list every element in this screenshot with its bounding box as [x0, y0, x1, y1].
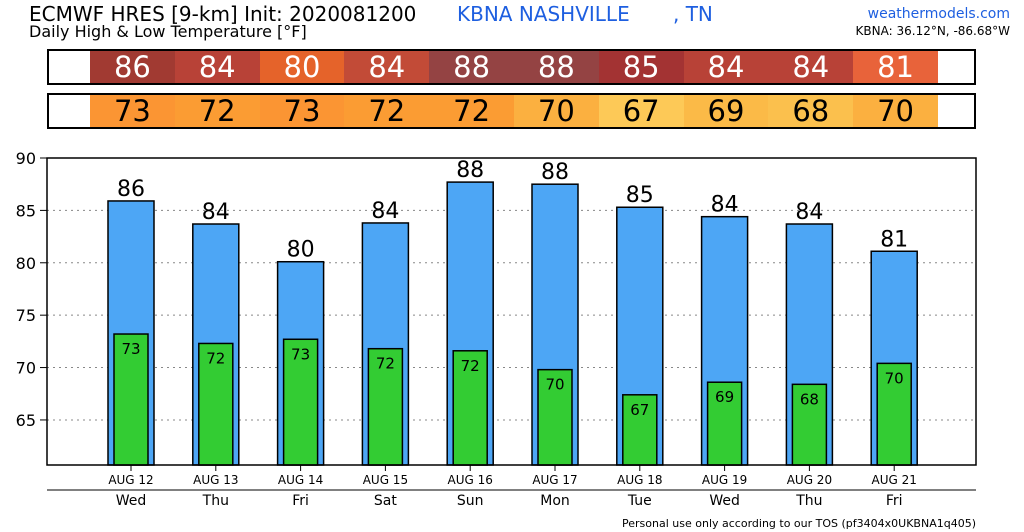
low-bar-label: 73: [291, 345, 310, 363]
weekday-label: Fri: [886, 493, 903, 509]
low-temp-cell: 69: [683, 94, 769, 128]
high-bar-label: 85: [626, 183, 654, 208]
y-tick-label: 70: [16, 359, 36, 378]
low-bar-label: 70: [545, 376, 564, 394]
low-bar: [622, 394, 658, 466]
high-temp-cell: 81: [853, 50, 938, 84]
low-temp-cell: 67: [598, 94, 684, 128]
high-temp-cell: 84: [768, 50, 854, 84]
high-bar-label: 84: [202, 200, 230, 225]
station-coords: KBNA: 36.12°N, -86.68°W: [855, 24, 1010, 38]
high-temp-cell: 86: [90, 50, 175, 84]
weekday-label: Sat: [374, 493, 397, 509]
weekday-label: Mon: [540, 493, 570, 509]
high-temp-cell: 84: [344, 50, 430, 84]
weekday-label: Wed: [709, 493, 740, 509]
weekday-label: Fri: [292, 493, 309, 509]
low-bar-label: 70: [885, 369, 904, 387]
low-bar-label: 72: [461, 357, 480, 375]
low-bar: [113, 333, 149, 466]
high-bar-label: 84: [711, 193, 739, 218]
station-state: , TN: [673, 2, 713, 26]
y-tick-label: 80: [16, 254, 36, 273]
plot-area: [47, 158, 976, 465]
x-tick-label: AUG 17: [532, 473, 577, 487]
chart-subtitle: Daily High & Low Temperature [°F]: [29, 22, 307, 41]
low-bar-label: 69: [715, 388, 734, 406]
x-tick-label: AUG 19: [702, 473, 747, 487]
weekday-label: Wed: [116, 493, 147, 509]
low-temp-cell: 72: [344, 94, 430, 128]
x-tick-label: AUG 20: [787, 473, 832, 487]
model-title: ECMWF HRES [9-km] Init: 2020081200: [29, 2, 417, 26]
low-bar-label: 67: [630, 401, 649, 419]
y-tick-label: 65: [16, 411, 36, 430]
high-temp-strip: 86 84 80 84 88 88 85 84 84 81: [47, 49, 976, 85]
y-tick-label: 75: [16, 306, 36, 325]
low-bar-label: 68: [800, 390, 819, 408]
high-bar-label: 88: [456, 158, 484, 183]
high-bar-label: 88: [541, 160, 569, 185]
low-temp-cell: 72: [429, 94, 514, 128]
site-link[interactable]: weathermodels.com: [867, 6, 1010, 22]
x-tick-label: AUG 21: [872, 473, 917, 487]
y-tick-label: 85: [16, 201, 36, 220]
high-bar-label: 81: [880, 227, 908, 252]
high-bar-label: 84: [795, 200, 823, 225]
high-bar-label: 84: [371, 199, 399, 224]
plot-frame: [46, 157, 977, 466]
y-tick-label: 90: [16, 149, 36, 168]
station-name: KBNA NASHVILLE: [457, 2, 630, 26]
high-bar-label: 80: [287, 238, 315, 263]
low-bar: [198, 342, 234, 466]
weekday-label: Thu: [795, 493, 822, 509]
high-temp-cell: 80: [259, 50, 345, 84]
x-tick-label: AUG 16: [448, 473, 493, 487]
low-temp-cell: 73: [90, 94, 175, 128]
high-temp-cell: 84: [683, 50, 769, 84]
high-temp-cell: 88: [513, 50, 599, 84]
low-bar-label: 72: [376, 355, 395, 373]
footer-note: Personal use only according to our TOS (…: [622, 517, 976, 530]
low-bar: [452, 350, 488, 466]
temperature-bar-chart: 65 70 75 80 85 90 86 73 AUG 12 Wed 84 72 AUG 13 Thu 80…: [16, 149, 977, 509]
low-temp-cell: 70: [853, 94, 938, 128]
high-temp-cell: 84: [174, 50, 260, 84]
high-temp-cell: 85: [598, 50, 684, 84]
x-tick-label: AUG 14: [278, 473, 323, 487]
weekday-label: Tue: [627, 493, 652, 509]
x-tick-label: AUG 18: [617, 473, 662, 487]
high-bar-label: 86: [117, 177, 145, 202]
weekday-label: Sun: [457, 493, 484, 509]
low-bar: [876, 362, 912, 466]
low-bar-label: 73: [121, 340, 140, 358]
low-bar: [791, 383, 828, 466]
low-bar: [706, 381, 743, 466]
x-tick-label: AUG 12: [108, 473, 153, 487]
low-temp-cell: 68: [768, 94, 854, 128]
weekday-label: Thu: [202, 493, 229, 509]
low-temp-strip: 73 72 73 72 72 70 67 69 68 70: [47, 93, 976, 129]
low-temp-cell: 73: [259, 94, 345, 128]
low-bar: [537, 368, 573, 466]
high-temp-cell: 88: [429, 50, 514, 84]
low-bar-label: 72: [206, 349, 225, 367]
low-temp-cell: 72: [174, 94, 260, 128]
low-bar: [367, 347, 404, 466]
x-tick-label: AUG 13: [193, 473, 238, 487]
x-tick-label: AUG 15: [363, 473, 408, 487]
low-temp-cell: 70: [513, 94, 599, 128]
